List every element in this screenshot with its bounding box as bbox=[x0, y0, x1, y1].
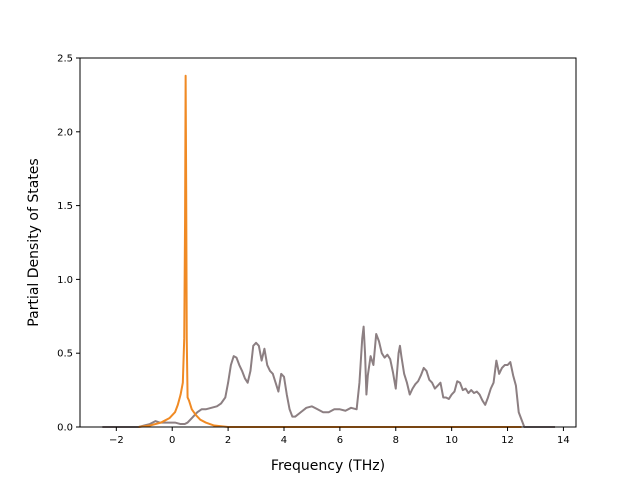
x-tick-label: 4 bbox=[281, 435, 287, 446]
x-tick-label: 12 bbox=[501, 435, 514, 446]
x-tick-label: 6 bbox=[337, 435, 343, 446]
y-tick-label: 2.5 bbox=[57, 54, 73, 65]
series-line-0 bbox=[102, 325, 556, 428]
y-tick-label: 1.5 bbox=[57, 201, 73, 212]
x-tick-label: −2 bbox=[109, 435, 124, 446]
x-tick-label: 2 bbox=[225, 435, 231, 446]
plot-frame bbox=[79, 57, 577, 428]
x-tick-label: 0 bbox=[169, 435, 175, 446]
plot-background bbox=[80, 58, 576, 427]
x-axis-label: Frequency (THz) bbox=[271, 458, 385, 474]
ticks-layer: −2 0 2 4 6 8 10 12 14 0.0 0.5 1.0 1.5 2.0 2.5 bbox=[57, 54, 570, 447]
x-tick-label: 14 bbox=[557, 435, 570, 446]
x-tick-label: 8 bbox=[393, 435, 399, 446]
y-tick-label: 2.0 bbox=[57, 127, 73, 138]
x-tick-label: 10 bbox=[445, 435, 458, 446]
y-tick-label: 0.0 bbox=[57, 423, 73, 434]
y-axis-label: Partial Density of States bbox=[26, 158, 42, 326]
y-tick-label: 1.0 bbox=[57, 275, 73, 286]
y-tick-label: 0.5 bbox=[57, 349, 73, 360]
